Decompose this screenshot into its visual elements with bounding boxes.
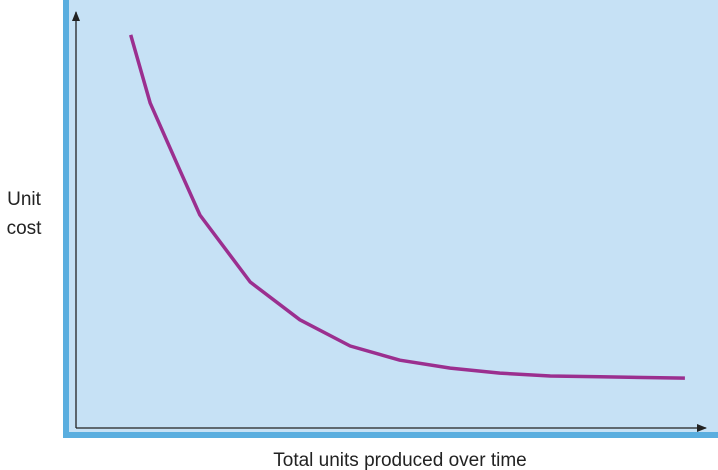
x-axis-label: Total units produced over time bbox=[273, 450, 526, 470]
y-axis-label: Unit bbox=[7, 189, 42, 210]
curve bbox=[129, 34, 685, 380]
y-axis-label: cost bbox=[7, 218, 43, 239]
panel bbox=[69, 0, 718, 432]
